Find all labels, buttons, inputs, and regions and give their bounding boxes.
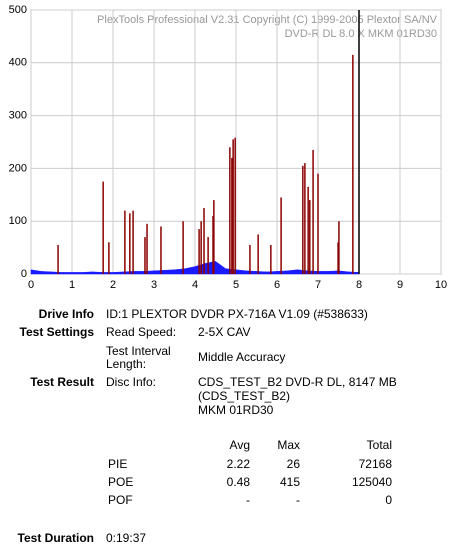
x-tick-label: 5 <box>233 279 239 291</box>
label: Drive Info <box>38 307 94 321</box>
y-tick-label: 0 <box>21 268 27 280</box>
y-tick-label: 500 <box>9 4 27 16</box>
label: Test Result <box>30 375 94 389</box>
x-tick-label: 10 <box>435 279 447 291</box>
field: Read Speed: <box>106 325 177 339</box>
chart: PlexTools Professional V2.31 Copyright (… <box>9 4 447 291</box>
x-tick-label: 0 <box>28 279 34 291</box>
y-tick-label: 100 <box>9 215 27 227</box>
stats-cell: - <box>246 493 250 507</box>
x-tick-label: 6 <box>274 279 280 291</box>
x-tick-label: 8 <box>356 279 362 291</box>
label: Test Duration <box>17 531 94 545</box>
stats-row-label: POE <box>108 475 134 489</box>
stats-header: Avg <box>229 438 250 452</box>
stats-cell: 72168 <box>358 457 392 471</box>
stats-row-label: POF <box>108 493 133 507</box>
stats-cell: 125040 <box>351 475 392 489</box>
stats-header: Max <box>277 438 300 452</box>
pie-area <box>30 261 360 275</box>
x-tick-label: 2 <box>110 279 116 291</box>
stats-cell: 415 <box>279 475 300 489</box>
value: 2-5X CAV <box>198 325 251 339</box>
x-tick-label: 9 <box>397 279 403 291</box>
value: Middle Accuracy <box>198 350 286 364</box>
stats-cell: - <box>296 493 300 507</box>
stats-header: Total <box>366 438 392 452</box>
y-tick-label: 200 <box>9 162 27 174</box>
label: Test Settings <box>19 325 94 339</box>
field: Test Interval Length: <box>106 344 171 371</box>
stats-cell: 0 <box>385 493 392 507</box>
value: MKM 01RD30 <box>198 403 274 417</box>
x-tick-label: 4 <box>192 279 198 291</box>
x-tick-label: 3 <box>151 279 157 291</box>
value: (CDS_TEST_B2) <box>198 389 291 403</box>
value: ID:1 PLEXTOR DVDR PX-716A V1.09 (#538633… <box>106 307 368 321</box>
x-tick-label: 7 <box>315 279 321 291</box>
stats-cell: 26 <box>286 457 300 471</box>
value: CDS_TEST_B2 DVD-R DL, 8147 MB <box>198 375 397 389</box>
x-tick-label: 1 <box>69 279 75 291</box>
stats-row-label: PIE <box>108 457 128 471</box>
y-tick-label: 300 <box>9 110 27 122</box>
y-tick-label: 400 <box>9 57 27 69</box>
stats-cell: 0.48 <box>226 475 250 489</box>
value: 0:19:37 <box>106 531 147 545</box>
watermark: DVD-R DL 8.0 X MKM 01RD30 <box>285 28 437 40</box>
stats-cell: 2.22 <box>226 457 250 471</box>
watermark: PlexTools Professional V2.31 Copyright (… <box>97 14 438 26</box>
field: Disc Info: <box>106 375 157 389</box>
